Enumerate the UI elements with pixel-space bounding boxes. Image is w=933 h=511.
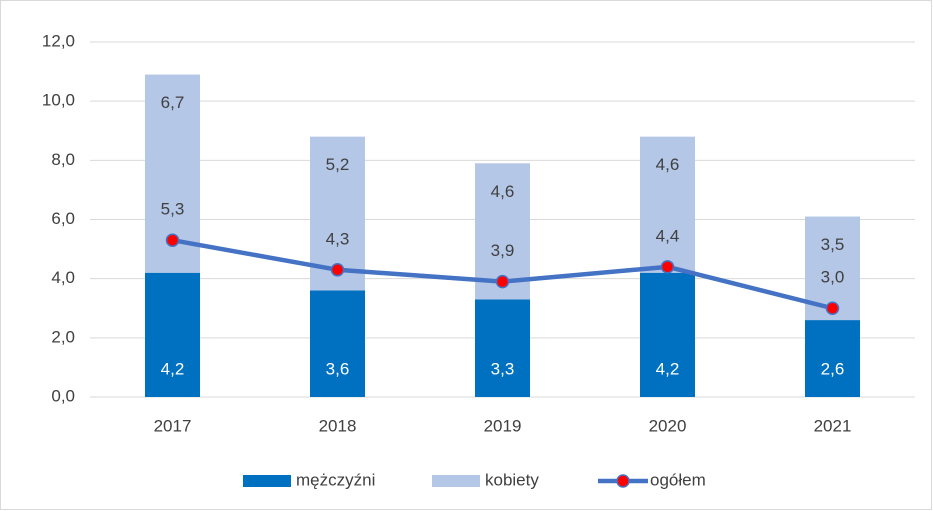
marker [165,233,180,247]
legend-label: mężczyźni [296,470,375,489]
data-label: 4,3 [326,229,350,248]
x-tick-label: 2021 [814,416,852,435]
bar [640,136,695,273]
y-tick-label: 12,0 [42,31,75,50]
bar [310,290,365,397]
marker [825,301,840,315]
x-tick-label: 2017 [154,416,192,435]
legend-label: kobiety [485,470,539,489]
data-label: 3,0 [821,268,845,287]
y-tick-label: 6,0 [51,209,75,228]
marker [660,260,675,274]
bar [475,299,530,397]
y-tick-label: 10,0 [42,91,75,110]
bar [640,272,695,397]
data-label: 4,6 [656,155,680,174]
marker [495,274,510,289]
data-label: 4,6 [491,182,515,201]
data-label: 5,2 [326,155,350,174]
legend-swatch [243,475,291,487]
data-label: 6,7 [161,93,185,112]
legend-swatch [432,475,480,487]
data-label: 3,9 [491,241,515,260]
data-label: 4,4 [656,226,680,245]
y-tick-label: 8,0 [51,150,75,169]
data-label: 2,6 [821,359,845,378]
y-tick-label: 2,0 [51,327,75,346]
data-label: 4,2 [161,359,185,378]
bar [145,272,200,397]
x-tick-label: 2020 [649,416,687,435]
y-tick-label: 0,0 [51,386,75,405]
data-label: 5,3 [161,200,185,219]
data-label: 3,5 [821,235,845,254]
legend-marker [616,474,630,488]
legend-label: ogółem [650,470,706,489]
data-label: 4,2 [656,359,680,378]
data-label: 3,6 [326,359,350,378]
x-tick-label: 2018 [319,416,357,435]
x-tick-label: 2019 [484,416,522,435]
data-label: 3,3 [491,359,515,378]
marker [330,263,345,277]
y-tick-label: 4,0 [51,268,75,287]
bar [805,320,860,397]
